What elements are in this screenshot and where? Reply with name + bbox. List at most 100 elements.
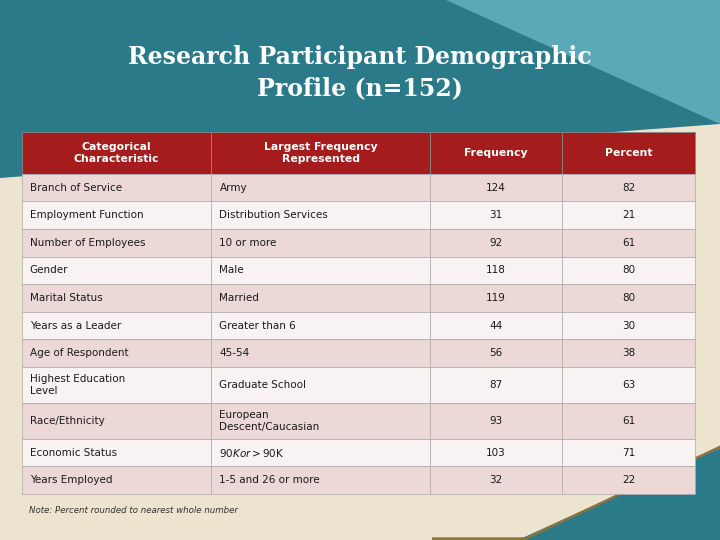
Text: 119: 119 bbox=[486, 293, 506, 303]
Text: Distribution Services: Distribution Services bbox=[220, 210, 328, 220]
Text: Highest Education
Level: Highest Education Level bbox=[30, 374, 125, 396]
Text: 30: 30 bbox=[622, 321, 635, 330]
Bar bbox=[22, 201, 212, 229]
Text: Years Employed: Years Employed bbox=[30, 475, 112, 485]
Bar bbox=[562, 201, 695, 229]
Text: European
Descent/Caucasian: European Descent/Caucasian bbox=[220, 410, 320, 431]
Polygon shape bbox=[446, 0, 720, 124]
Bar bbox=[22, 132, 212, 174]
Bar bbox=[430, 201, 562, 229]
Bar bbox=[562, 132, 695, 174]
Text: Percent: Percent bbox=[605, 148, 652, 158]
Text: Note: Percent rounded to nearest whole number: Note: Percent rounded to nearest whole n… bbox=[29, 506, 238, 515]
Text: 1-5 and 26 or more: 1-5 and 26 or more bbox=[220, 475, 320, 485]
Text: 63: 63 bbox=[622, 380, 635, 390]
Text: 22: 22 bbox=[622, 475, 635, 485]
Bar bbox=[562, 367, 695, 403]
Polygon shape bbox=[518, 448, 720, 540]
Text: $90K or > $90K: $90K or > $90K bbox=[220, 447, 285, 458]
Text: 32: 32 bbox=[490, 475, 503, 485]
Text: 93: 93 bbox=[490, 416, 503, 426]
Bar bbox=[430, 439, 562, 467]
Text: Frequency: Frequency bbox=[464, 148, 528, 158]
Bar bbox=[430, 174, 562, 201]
Bar bbox=[18, 178, 702, 502]
Bar bbox=[562, 467, 695, 494]
Bar bbox=[430, 256, 562, 284]
Text: 71: 71 bbox=[622, 448, 635, 458]
Bar bbox=[562, 312, 695, 340]
Text: Largest Frequency
Represented: Largest Frequency Represented bbox=[264, 142, 377, 164]
Text: 80: 80 bbox=[622, 293, 635, 303]
Bar bbox=[22, 467, 212, 494]
Text: 118: 118 bbox=[486, 265, 506, 275]
Bar bbox=[562, 174, 695, 201]
Text: 61: 61 bbox=[622, 238, 635, 248]
Text: Research Participant Demographic
Profile (n=152): Research Participant Demographic Profile… bbox=[128, 45, 592, 100]
Text: 44: 44 bbox=[490, 321, 503, 330]
Bar bbox=[212, 312, 430, 340]
Bar bbox=[212, 467, 430, 494]
Text: 92: 92 bbox=[490, 238, 503, 248]
Text: 82: 82 bbox=[622, 183, 635, 193]
Text: Married: Married bbox=[220, 293, 259, 303]
Bar bbox=[22, 403, 212, 439]
Text: Employment Function: Employment Function bbox=[30, 210, 143, 220]
Bar bbox=[212, 367, 430, 403]
Text: Gender: Gender bbox=[30, 265, 68, 275]
Text: Graduate School: Graduate School bbox=[220, 380, 307, 390]
Bar bbox=[430, 340, 562, 367]
Bar bbox=[562, 340, 695, 367]
Bar bbox=[430, 312, 562, 340]
Bar bbox=[562, 403, 695, 439]
Bar bbox=[562, 284, 695, 312]
Text: 56: 56 bbox=[490, 348, 503, 358]
Bar bbox=[430, 467, 562, 494]
Text: Number of Employees: Number of Employees bbox=[30, 238, 145, 248]
Bar bbox=[430, 284, 562, 312]
Text: 80: 80 bbox=[622, 265, 635, 275]
Polygon shape bbox=[432, 446, 720, 540]
Text: 38: 38 bbox=[622, 348, 635, 358]
Bar bbox=[22, 367, 212, 403]
Bar bbox=[212, 201, 430, 229]
Bar bbox=[212, 284, 430, 312]
Text: Categorical
Characteristic: Categorical Characteristic bbox=[73, 142, 159, 164]
Bar bbox=[22, 284, 212, 312]
Bar bbox=[212, 229, 430, 256]
Text: 124: 124 bbox=[486, 183, 506, 193]
Bar bbox=[22, 439, 212, 467]
Bar bbox=[430, 132, 562, 174]
Bar bbox=[562, 229, 695, 256]
Text: Race/Ethnicity: Race/Ethnicity bbox=[30, 416, 104, 426]
Text: Economic Status: Economic Status bbox=[30, 448, 117, 458]
Text: Years as a Leader: Years as a Leader bbox=[30, 321, 121, 330]
Text: Branch of Service: Branch of Service bbox=[30, 183, 122, 193]
Text: 31: 31 bbox=[490, 210, 503, 220]
Text: 10 or more: 10 or more bbox=[220, 238, 276, 248]
Bar bbox=[430, 229, 562, 256]
Bar bbox=[22, 229, 212, 256]
Bar bbox=[212, 403, 430, 439]
Bar bbox=[22, 256, 212, 284]
Text: 61: 61 bbox=[622, 416, 635, 426]
Text: Male: Male bbox=[220, 265, 244, 275]
Bar bbox=[430, 403, 562, 439]
Bar bbox=[562, 439, 695, 467]
Bar bbox=[562, 256, 695, 284]
Bar bbox=[22, 340, 212, 367]
Bar bbox=[430, 367, 562, 403]
Bar bbox=[22, 174, 212, 201]
Text: 21: 21 bbox=[622, 210, 635, 220]
Text: Age of Respondent: Age of Respondent bbox=[30, 348, 128, 358]
Bar bbox=[212, 439, 430, 467]
Text: 87: 87 bbox=[490, 380, 503, 390]
Bar bbox=[212, 340, 430, 367]
Bar bbox=[212, 132, 430, 174]
Text: 103: 103 bbox=[486, 448, 506, 458]
Bar bbox=[22, 312, 212, 340]
Text: Marital Status: Marital Status bbox=[30, 293, 102, 303]
Text: Greater than 6: Greater than 6 bbox=[220, 321, 296, 330]
Bar bbox=[212, 256, 430, 284]
Polygon shape bbox=[0, 0, 720, 178]
